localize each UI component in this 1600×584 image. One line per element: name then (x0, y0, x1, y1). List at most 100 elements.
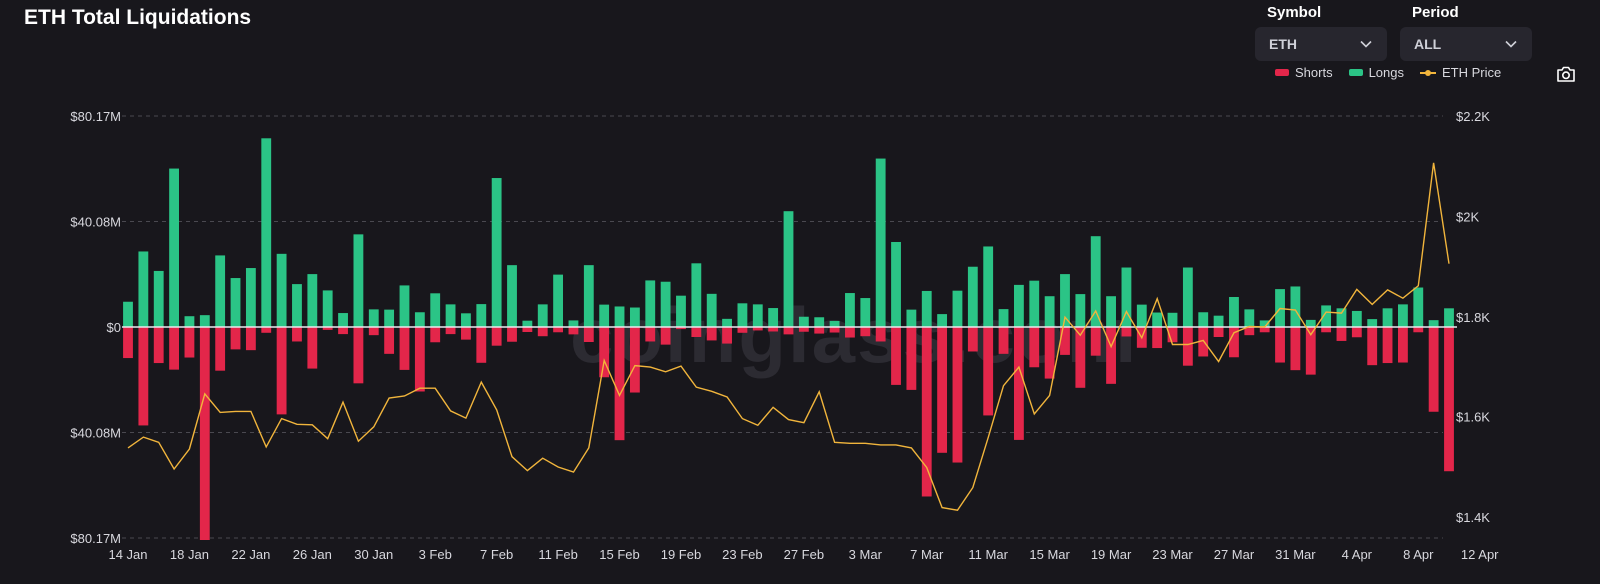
shorts-bar (660, 327, 671, 345)
longs-bar (1351, 310, 1362, 327)
x-axis-tick-label: 27 Feb (784, 547, 824, 562)
longs-bar (1259, 320, 1270, 327)
longs-bar (491, 178, 502, 327)
longs-bar (921, 290, 932, 327)
shorts-bar (829, 327, 840, 333)
x-axis-tick-label: 7 Feb (480, 547, 513, 562)
shorts-bars (123, 327, 1454, 540)
longs-bar (614, 306, 625, 327)
longs-bar (1152, 312, 1163, 327)
longs-bar (752, 304, 763, 327)
shorts-bar (1398, 327, 1408, 363)
x-axis-tick-label: 30 Jan (354, 547, 393, 562)
longs-bar (1367, 319, 1378, 327)
longs-bar (1075, 294, 1086, 327)
shorts-bar (1044, 327, 1055, 379)
symbol-select[interactable]: ETH (1255, 27, 1387, 61)
shorts-bar (768, 327, 779, 332)
shorts-bar (1167, 327, 1178, 343)
shorts-bar (292, 327, 302, 342)
x-axis-tick-label: 3 Mar (849, 547, 883, 562)
longs-bar (245, 268, 256, 327)
shorts-bar (737, 327, 748, 333)
longs-bar (399, 285, 410, 327)
x-axis-tick-label: 7 Mar (910, 547, 944, 562)
longs-bar (1305, 319, 1316, 327)
shorts-bar (1198, 327, 1209, 357)
longs-bar (353, 234, 364, 327)
shorts-bar (414, 327, 425, 392)
longs-bar (906, 309, 917, 327)
longs-bar (1398, 304, 1408, 327)
shorts-bar (307, 327, 318, 369)
shorts-bar (1213, 327, 1224, 338)
legend-shorts[interactable]: Shorts (1275, 65, 1333, 80)
longs-bar (1044, 296, 1055, 327)
shorts-bar (1428, 327, 1439, 412)
shorts-bar (384, 327, 395, 354)
longs-bar (845, 293, 855, 327)
shorts-bar (368, 327, 379, 336)
camera-icon[interactable] (1556, 65, 1576, 83)
shorts-bar (629, 327, 640, 393)
left-axis-tick-label: $80.17M (70, 531, 121, 546)
legend-label-shorts: Shorts (1295, 65, 1333, 80)
right-axis-tick-label: $1.4K (1456, 510, 1490, 525)
longs-bar (1013, 284, 1024, 327)
right-axis-tick-label: $1.6K (1456, 410, 1490, 425)
legend-price[interactable]: ETH Price (1420, 65, 1501, 80)
longs-bar (522, 320, 533, 327)
shorts-bar (476, 327, 487, 363)
shorts-bar (614, 327, 625, 441)
shorts-bar (138, 327, 149, 426)
longs-bar (1198, 312, 1209, 327)
legend-longs[interactable]: Longs (1348, 65, 1404, 80)
longs-bar (1182, 267, 1193, 327)
x-axis-tick-label: 11 Mar (968, 547, 1008, 562)
longs-bar (1029, 280, 1040, 327)
longs-bar (338, 313, 348, 327)
longs-bar (1336, 308, 1347, 327)
x-axis-tick-label: 12 Apr (1461, 547, 1499, 562)
longs-bar (967, 266, 978, 327)
shorts-bar (722, 327, 732, 344)
shorts-bar (568, 327, 579, 335)
longs-bars (123, 138, 1454, 327)
longs-bar (829, 320, 840, 327)
symbol-value: ETH (1269, 36, 1297, 52)
period-select[interactable]: ALL (1400, 27, 1532, 61)
shorts-bar (1413, 327, 1424, 333)
longs-bar (138, 251, 149, 327)
shorts-bar (276, 327, 287, 415)
left-axis-tick-label: $0 (107, 320, 121, 335)
longs-bar (507, 265, 517, 327)
shorts-bar (1382, 327, 1393, 364)
shorts-bar (891, 327, 901, 385)
longs-bar (737, 303, 748, 327)
shorts-bar (261, 327, 272, 333)
right-axis-tick-label: $1.8K (1456, 310, 1490, 325)
right-axis-tick-label: $2K (1456, 210, 1479, 225)
right-axis-tick-label: $2.2K (1456, 109, 1490, 124)
longs-bar (937, 314, 948, 327)
x-axis-tick-label: 23 Mar (1152, 547, 1193, 562)
x-axis-tick-label: 31 Mar (1275, 547, 1316, 562)
shorts-bar (184, 327, 195, 358)
longs-bar (645, 280, 656, 327)
x-axis-tick-label: 19 Mar (1091, 547, 1132, 562)
x-axis-tick-label: 11 Feb (538, 547, 578, 562)
longs-bar (860, 298, 871, 327)
longs-bar (1321, 305, 1332, 327)
shorts-bar (645, 327, 656, 342)
shorts-bar (338, 327, 348, 335)
x-axis-tick-label: 15 Feb (599, 547, 639, 562)
longs-bar (952, 290, 963, 327)
shorts-bar (676, 327, 686, 330)
shorts-bar (1351, 327, 1362, 338)
shorts-bar (1029, 327, 1040, 368)
shorts-bar (706, 327, 717, 341)
longs-bar (276, 253, 287, 327)
longs-bar (783, 211, 794, 327)
longs-bar (768, 308, 779, 327)
longs-bar (123, 301, 133, 327)
